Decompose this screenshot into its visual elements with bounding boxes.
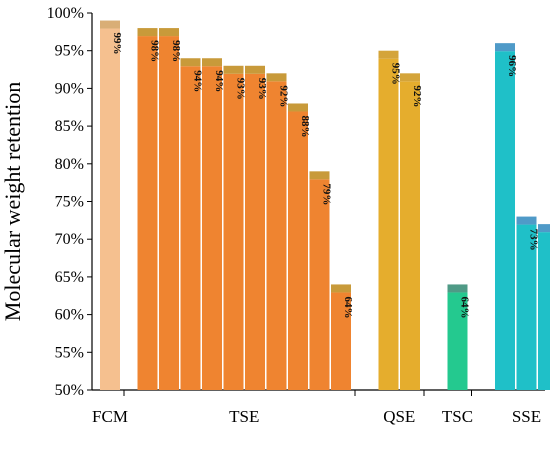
bar-cap xyxy=(137,28,158,37)
bar xyxy=(495,51,515,390)
group-label: FCM xyxy=(92,407,128,426)
bar-value-label: 64% xyxy=(459,296,471,318)
bar xyxy=(538,232,550,390)
bar-cap xyxy=(378,50,399,59)
bar-value-label: 93% xyxy=(235,78,247,100)
bar xyxy=(378,58,399,390)
bar-cap xyxy=(180,58,201,67)
bar xyxy=(309,179,330,390)
bar-value-label: 79% xyxy=(321,183,333,205)
bar-cap xyxy=(309,171,330,180)
bar-value-label: 94% xyxy=(213,70,225,92)
bar xyxy=(180,66,201,391)
bar-value-label: 92% xyxy=(411,85,423,107)
bar-value-label: 99% xyxy=(111,33,123,55)
bar-cap xyxy=(331,284,351,293)
y-tick-label: 60% xyxy=(55,307,84,324)
bar-cap xyxy=(495,43,515,52)
y-tick-label: 80% xyxy=(55,156,84,173)
bar xyxy=(245,73,265,390)
bar-value-label: 98% xyxy=(170,40,182,62)
bar-value-label: 92% xyxy=(278,85,290,107)
bar-cap xyxy=(516,216,537,225)
group-label: SSE xyxy=(512,407,541,426)
bar-value-label: 88% xyxy=(299,115,311,137)
bar xyxy=(331,292,351,390)
y-tick-label: 75% xyxy=(55,194,84,211)
bar xyxy=(266,81,287,390)
bar-value-label: 96% xyxy=(506,55,518,77)
bar-value-label: 73% xyxy=(528,229,540,251)
y-axis-label: Molecular weight retention xyxy=(0,82,25,321)
bar-cap xyxy=(245,65,265,74)
bar xyxy=(202,66,222,391)
group-label: TSE xyxy=(229,407,259,426)
group-label: QSE xyxy=(383,407,415,426)
y-tick-label: 90% xyxy=(55,80,84,97)
bar xyxy=(447,292,468,390)
bar-cap xyxy=(223,65,244,74)
y-tick-label: 70% xyxy=(55,231,84,248)
bar-cap xyxy=(266,73,287,82)
bar xyxy=(137,36,158,390)
bar-cap xyxy=(447,284,468,293)
bar xyxy=(288,111,308,390)
bar xyxy=(400,81,420,390)
y-tick-label: 100% xyxy=(47,5,84,22)
bar-cap xyxy=(538,224,550,233)
bar-value-label: 93% xyxy=(256,78,268,100)
y-tick-label: 95% xyxy=(55,43,84,60)
y-tick-label: 50% xyxy=(55,382,84,399)
bar xyxy=(100,28,120,390)
bar-value-label: 98% xyxy=(149,40,161,62)
bar-cap xyxy=(202,58,222,67)
bar-value-label: 95% xyxy=(390,63,402,85)
bar-cap xyxy=(159,28,179,37)
bar xyxy=(516,224,537,390)
bar-cap xyxy=(400,73,420,82)
group-label: TSC xyxy=(442,407,473,426)
bar xyxy=(223,73,244,390)
y-tick-label: 65% xyxy=(55,269,84,286)
bar-cap xyxy=(100,20,120,29)
bar-cap xyxy=(288,103,308,112)
y-tick-label: 55% xyxy=(55,344,84,361)
bar-value-label: 64% xyxy=(342,296,354,318)
y-tick-label: 85% xyxy=(55,118,84,135)
bar xyxy=(159,36,179,390)
bar-value-label: 94% xyxy=(192,70,204,92)
